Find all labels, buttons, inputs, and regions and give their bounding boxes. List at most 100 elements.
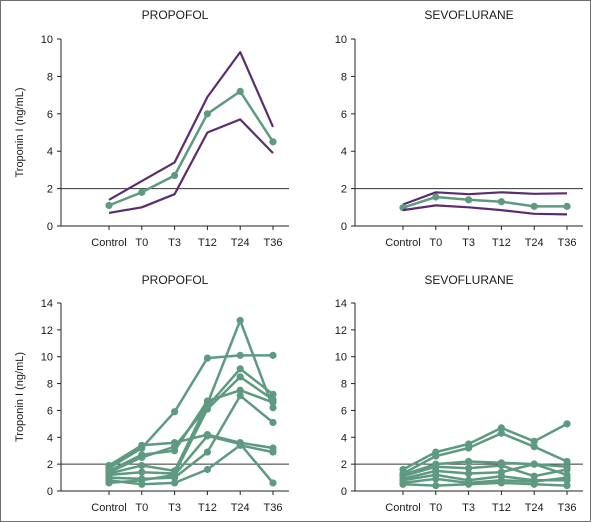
data-point (497, 429, 505, 437)
series-line (108, 367, 274, 474)
series-line-mean (402, 195, 567, 209)
chart-panel: SEVOFLURANE 0 2 4 6 8 10 12 14 Control T0 T3 T12 T24 T… (335, 273, 583, 514)
data-point (138, 188, 146, 196)
series-line (402, 476, 568, 485)
data-point (236, 386, 244, 394)
y-tick-label: 8 (341, 71, 347, 83)
series-line (108, 375, 274, 477)
x-tick-label: Control (385, 502, 420, 514)
x-tick-label: T24 (231, 502, 250, 514)
data-point (236, 392, 244, 400)
data-point (138, 453, 146, 462)
data-point (465, 196, 473, 204)
y-tick-label: 6 (341, 405, 347, 417)
y-tick-label: 0 (341, 221, 347, 233)
data-point (269, 396, 277, 404)
x-tick-label: Control (385, 237, 420, 249)
series-line (108, 354, 273, 470)
x-tick-label: T12 (492, 237, 511, 249)
y-tick-label: 2 (47, 459, 53, 471)
data-point (138, 444, 146, 452)
series-line-mean (108, 90, 275, 207)
data-point (530, 443, 538, 451)
chart-panel: PROPOFOL 0 2 4 6 8 10 Control T0 T3 T12 T24 T36 Tropo… (14, 8, 289, 249)
data-point (203, 448, 211, 456)
chart-title: PROPOFOL (142, 273, 209, 287)
data-point (171, 408, 179, 416)
y-tick-label: 6 (47, 405, 53, 417)
y-tick-label: 4 (47, 432, 53, 444)
data-point (497, 479, 505, 487)
y-axis-label: Troponin I (ng/mL) (14, 352, 26, 442)
data-point (465, 469, 473, 478)
x-tick-label: T24 (231, 237, 250, 249)
y-tick-label: 2 (47, 184, 53, 196)
y-tick-label: 12 (41, 325, 53, 337)
series-line (402, 432, 568, 475)
chart-panel: SEVOFLURANE 0 2 4 6 8 10 Control T0 T3 T12 T24 T36 (335, 8, 583, 249)
x-tick-label: T24 (525, 237, 544, 249)
y-tick-label: 10 (41, 34, 53, 46)
y-tick-label: 2 (341, 184, 347, 196)
data-point (236, 351, 244, 359)
x-tick-label: T36 (264, 237, 283, 249)
series-line (402, 460, 568, 477)
x-tick-label: T0 (429, 502, 442, 514)
data-point (432, 193, 440, 201)
data-point (432, 482, 440, 490)
data-point (269, 479, 277, 487)
series-line (402, 481, 568, 487)
chart-title: PROPOFOL (142, 8, 209, 22)
series-line-lower (402, 204, 568, 216)
series-line (108, 394, 274, 481)
y-tick-label: 14 (41, 298, 53, 310)
y-tick-label: 10 (335, 352, 347, 364)
data-point (171, 479, 179, 487)
data-point (530, 437, 538, 445)
y-tick-label: 10 (335, 34, 347, 46)
y-axis-label: Troponin I (ng/mL) (14, 87, 26, 177)
data-point (563, 473, 571, 482)
series-line (108, 434, 274, 485)
data-point (203, 354, 211, 362)
data-point (269, 351, 277, 359)
x-tick-label: T36 (558, 502, 577, 514)
data-point (236, 316, 244, 325)
x-tick-label: T0 (135, 502, 148, 514)
series-line-lower (108, 118, 274, 214)
x-tick-label: T12 (198, 502, 217, 514)
x-tick-label: T3 (168, 502, 181, 514)
x-tick-label: Control (91, 502, 126, 514)
data-point (203, 400, 211, 408)
y-tick-label: 10 (41, 352, 53, 364)
series-line (108, 444, 274, 486)
data-point (432, 475, 440, 483)
data-point (465, 464, 473, 472)
data-point (530, 480, 538, 488)
x-tick-label: Control (91, 237, 126, 249)
data-point (497, 424, 505, 432)
data-point (497, 461, 505, 470)
data-point (138, 461, 146, 470)
y-tick-label: 0 (47, 221, 53, 233)
data-point (497, 198, 505, 206)
x-tick-label: T3 (168, 237, 181, 249)
y-tick-label: 4 (341, 146, 347, 158)
data-point (530, 460, 538, 468)
y-tick-label: 4 (47, 146, 53, 158)
x-tick-label: T0 (135, 237, 148, 249)
data-point (465, 444, 473, 452)
data-point (203, 405, 211, 413)
x-tick-label: T24 (525, 502, 544, 514)
data-point (203, 465, 211, 474)
data-point (269, 418, 277, 427)
x-tick-label: T0 (429, 237, 442, 249)
data-point (269, 404, 277, 412)
data-point (563, 482, 571, 490)
series-line (108, 319, 275, 475)
data-point (138, 468, 146, 476)
data-point (236, 365, 244, 373)
data-point (563, 420, 571, 428)
series-line-upper (108, 50, 275, 201)
